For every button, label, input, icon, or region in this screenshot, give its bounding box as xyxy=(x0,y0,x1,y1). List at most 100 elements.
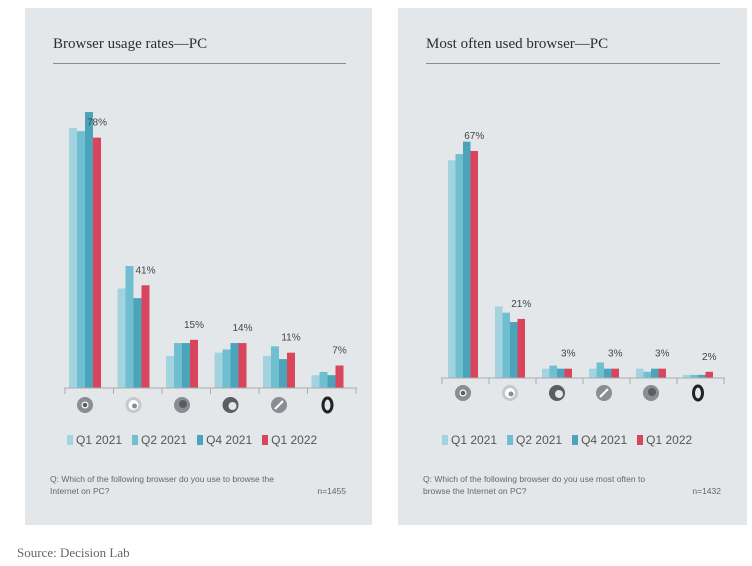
bar-safari-q1-2022 xyxy=(287,352,295,388)
legend-swatch xyxy=(67,435,73,445)
safari-icon xyxy=(596,385,612,401)
edge-icon xyxy=(549,385,565,401)
chart-title: Most often used browser—PC xyxy=(426,36,609,52)
data-label: 67% xyxy=(464,131,484,142)
bar-edge-q1-2021 xyxy=(542,368,550,378)
data-label: 15% xyxy=(184,320,204,331)
legend-label: Q2 2021 xyxy=(516,433,563,447)
bar-safari-q2-2021 xyxy=(271,346,279,388)
bar-safari-q2-2021 xyxy=(596,362,604,378)
sample-size: n=1455 xyxy=(317,486,346,496)
firefox-icon xyxy=(643,385,659,401)
legend-swatch xyxy=(507,435,514,445)
data-label: 3% xyxy=(655,349,670,360)
bar-safari-q1-2021 xyxy=(589,368,597,378)
data-label: 3% xyxy=(608,349,623,360)
title-divider xyxy=(53,63,346,64)
title-divider xyxy=(426,63,720,64)
bar-firefox-q2-2021 xyxy=(643,371,651,378)
bar-opera-q2-2021 xyxy=(319,371,328,388)
data-label: 14% xyxy=(232,323,252,334)
bar-firefox-q1-2021 xyxy=(636,368,644,378)
bar-edge-q2-2021 xyxy=(549,365,557,378)
firefox-icon xyxy=(174,397,190,413)
data-label: 3% xyxy=(561,349,576,360)
bar-chrome-q4-2021 xyxy=(85,111,93,388)
legend: Q1 2021 Q2 2021 Q4 2021 Q1 2022 xyxy=(67,433,317,447)
legend-label: Q4 2021 xyxy=(206,433,253,447)
opera-icon xyxy=(692,384,704,402)
bar-chrome-q2-2021 xyxy=(77,131,85,388)
bar-opera-q1-2022 xyxy=(705,371,713,378)
legend: Q1 2021 Q2 2021 Q4 2021 Q1 2022 xyxy=(442,433,692,447)
legend-swatch xyxy=(637,435,644,445)
bar-chart-usage: 78% 41% 15% 14% 11% 7% xyxy=(64,111,357,414)
data-label: 21% xyxy=(511,299,531,310)
legend-item: Q1 2021 xyxy=(442,433,497,447)
bar-firefox-q1-2022 xyxy=(658,368,666,378)
legend-item: Q2 2021 xyxy=(132,433,187,447)
bar-opera-q4-2021 xyxy=(327,375,336,388)
survey-question: Q: Which of the following browser do you… xyxy=(423,474,646,496)
bar-chrome-q1-2021 xyxy=(448,160,456,378)
legend-item: Q1 2022 xyxy=(637,433,692,447)
bar-opera-q1-2021 xyxy=(683,374,691,378)
chart-panel-most-used: Most often used browser—PC 67% 21% 3% 3% 3% 2… xyxy=(398,8,747,525)
chrome-icon xyxy=(77,397,93,413)
legend-swatch xyxy=(132,435,139,445)
legend-label: Q1 2022 xyxy=(271,433,318,447)
bar-opera-q4-2021 xyxy=(698,374,706,378)
legend-label: Q1 2021 xyxy=(451,433,498,447)
legend-label: Q1 2022 xyxy=(646,433,693,447)
bar-safari-q4-2021 xyxy=(279,359,287,388)
bar-coc-coc-q2-2021 xyxy=(502,312,510,378)
safari-icon xyxy=(271,397,287,413)
legend-item: Q2 2021 xyxy=(507,433,562,447)
legend-label: Q2 2021 xyxy=(141,433,188,447)
bar-coc-coc-q1-2022 xyxy=(517,318,525,378)
bar-opera-q1-2022 xyxy=(335,365,344,388)
bar-chrome-q1-2022 xyxy=(470,150,478,378)
bar-chart-most-used: 67% 21% 3% 3% 3% 2% xyxy=(441,131,725,402)
chart-title: Browser usage rates—PC xyxy=(53,36,208,52)
legend-swatch xyxy=(572,435,579,445)
bar-firefox-q4-2021 xyxy=(182,343,190,388)
legend-item: Q4 2021 xyxy=(572,433,627,447)
bar-chrome-q1-2021 xyxy=(69,127,77,389)
bar-edge-q1-2022 xyxy=(238,343,247,388)
bar-edge-q1-2021 xyxy=(214,352,223,388)
bar-coc-coc-q4-2021 xyxy=(133,298,142,388)
coccoc-icon xyxy=(502,385,518,401)
data-label: 41% xyxy=(135,265,155,276)
bar-chrome-q4-2021 xyxy=(463,141,471,378)
bar-coc-coc-q1-2021 xyxy=(495,306,503,378)
bar-edge-q4-2021 xyxy=(557,368,565,378)
bar-edge-q4-2021 xyxy=(230,343,239,388)
legend-item: Q1 2022 xyxy=(262,433,317,447)
bar-edge-q1-2022 xyxy=(564,368,572,378)
bar-coc-coc-q1-2021 xyxy=(117,288,126,388)
legend-item: Q1 2021 xyxy=(67,433,122,447)
bar-firefox-q2-2021 xyxy=(174,343,182,388)
bar-safari-q1-2021 xyxy=(263,355,271,388)
legend-label: Q1 2021 xyxy=(76,433,123,447)
bar-coc-coc-q4-2021 xyxy=(510,322,518,378)
edge-icon xyxy=(222,397,239,413)
bar-safari-q4-2021 xyxy=(604,368,612,378)
bar-opera-q2-2021 xyxy=(690,374,698,378)
bar-firefox-q4-2021 xyxy=(651,368,659,378)
legend-swatch xyxy=(262,435,269,445)
bar-coc-coc-q1-2022 xyxy=(141,285,150,388)
bar-chrome-q2-2021 xyxy=(455,154,463,378)
sample-size: n=1432 xyxy=(692,486,721,496)
legend-swatch xyxy=(442,435,448,445)
opera-icon xyxy=(321,396,334,414)
bar-coc-coc-q2-2021 xyxy=(125,266,134,388)
data-label: 7% xyxy=(332,346,347,357)
chart-panel-usage: Browser usage rates—PC 78% 41% 15% 14% 11% 7%… xyxy=(25,8,372,525)
bar-safari-q1-2022 xyxy=(611,368,619,378)
bar-firefox-q1-2021 xyxy=(166,355,174,388)
data-label: 78% xyxy=(87,118,107,129)
legend-item: Q4 2021 xyxy=(197,433,252,447)
coccoc-icon xyxy=(125,397,142,413)
